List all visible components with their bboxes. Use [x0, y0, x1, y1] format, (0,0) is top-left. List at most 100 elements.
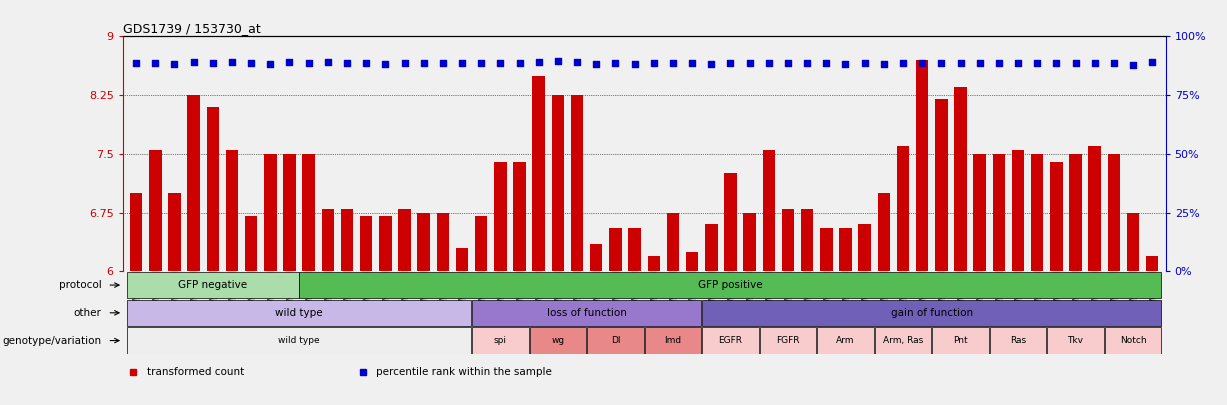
- Bar: [455, 248, 469, 271]
- Point: [644, 60, 664, 67]
- Point: [1009, 60, 1028, 67]
- Bar: [897, 146, 909, 271]
- Bar: [379, 216, 391, 271]
- Point: [413, 60, 433, 67]
- Point: [337, 60, 357, 67]
- Text: FGFR: FGFR: [777, 336, 800, 345]
- Point: [625, 61, 644, 67]
- Bar: [1031, 154, 1043, 271]
- Bar: [1012, 150, 1025, 271]
- Point: [1027, 60, 1047, 67]
- Bar: [644, 327, 702, 354]
- Point: [222, 59, 242, 65]
- Bar: [875, 327, 931, 354]
- Bar: [126, 300, 471, 326]
- Point: [989, 60, 1009, 67]
- Bar: [437, 213, 449, 271]
- Point: [587, 61, 606, 67]
- Point: [1085, 60, 1104, 67]
- Bar: [299, 272, 1162, 298]
- Bar: [417, 213, 429, 271]
- Text: Pnt: Pnt: [953, 336, 968, 345]
- Bar: [801, 209, 814, 271]
- Bar: [706, 224, 718, 271]
- Point: [1123, 62, 1142, 68]
- Point: [471, 60, 491, 67]
- Bar: [744, 213, 756, 271]
- Point: [567, 59, 587, 66]
- Text: EGFR: EGFR: [719, 336, 742, 345]
- Point: [202, 60, 222, 66]
- Bar: [686, 252, 698, 271]
- Bar: [552, 95, 564, 271]
- Point: [395, 60, 415, 67]
- Bar: [877, 193, 890, 271]
- Text: GDS1739 / 153730_at: GDS1739 / 153730_at: [123, 22, 260, 35]
- Point: [951, 60, 971, 67]
- Bar: [1088, 146, 1101, 271]
- Point: [529, 59, 548, 65]
- Point: [242, 60, 261, 67]
- Bar: [341, 209, 353, 271]
- Bar: [1047, 327, 1104, 354]
- Point: [606, 60, 626, 67]
- Point: [164, 61, 184, 67]
- Bar: [628, 228, 640, 271]
- Bar: [820, 228, 833, 271]
- Bar: [283, 154, 296, 271]
- Bar: [702, 300, 1162, 326]
- Bar: [973, 154, 987, 271]
- Bar: [955, 87, 967, 271]
- Bar: [590, 244, 602, 271]
- Bar: [1069, 154, 1082, 271]
- Bar: [993, 154, 1005, 271]
- Text: wild type: wild type: [275, 308, 323, 318]
- Bar: [168, 193, 180, 271]
- Bar: [609, 228, 622, 271]
- Bar: [360, 216, 373, 271]
- Bar: [1108, 154, 1120, 271]
- Bar: [666, 213, 680, 271]
- Bar: [933, 327, 989, 354]
- Bar: [130, 193, 142, 271]
- Point: [663, 60, 682, 67]
- Bar: [399, 209, 411, 271]
- Point: [356, 60, 375, 67]
- Bar: [839, 228, 852, 271]
- Point: [260, 61, 280, 67]
- Bar: [571, 95, 583, 271]
- Bar: [148, 150, 162, 271]
- Point: [375, 61, 395, 67]
- Bar: [126, 272, 298, 298]
- Point: [280, 59, 299, 66]
- Bar: [915, 60, 929, 271]
- Bar: [587, 327, 644, 354]
- Bar: [1050, 162, 1063, 271]
- Point: [1104, 60, 1124, 67]
- Bar: [530, 327, 587, 354]
- Text: Arm: Arm: [837, 336, 855, 345]
- Bar: [321, 209, 334, 271]
- Text: Imd: Imd: [664, 336, 681, 345]
- Bar: [648, 256, 660, 271]
- Text: transformed count: transformed count: [147, 367, 244, 377]
- Bar: [475, 216, 487, 271]
- Bar: [990, 327, 1047, 354]
- Point: [184, 59, 204, 66]
- Bar: [264, 154, 276, 271]
- Bar: [206, 107, 220, 271]
- Text: Arm, Ras: Arm, Ras: [883, 336, 923, 345]
- Bar: [702, 327, 758, 354]
- Point: [798, 60, 817, 67]
- Text: genotype/variation: genotype/variation: [2, 336, 102, 345]
- Bar: [935, 99, 947, 271]
- Bar: [226, 150, 238, 271]
- Bar: [472, 300, 702, 326]
- Point: [874, 61, 893, 67]
- Bar: [494, 162, 507, 271]
- Point: [760, 60, 779, 67]
- Point: [913, 60, 933, 66]
- Text: Dl: Dl: [611, 336, 620, 345]
- Point: [702, 61, 721, 67]
- Point: [1142, 59, 1162, 65]
